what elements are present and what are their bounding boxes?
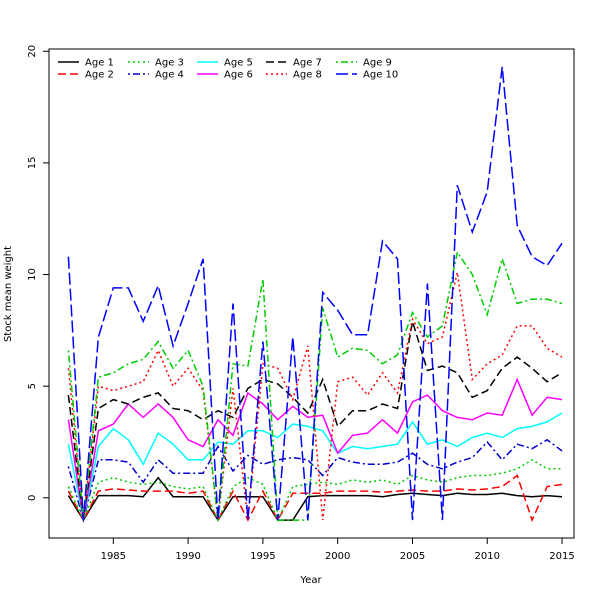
series-line-age-4 [67, 438, 563, 524]
x-tick-label: 2000 [325, 551, 350, 562]
legend-label: Age 10 [363, 70, 398, 81]
x-tick-label: 2010 [475, 551, 500, 562]
series-layer [67, 66, 563, 524]
legend-label: Age 3 [155, 58, 184, 69]
legend-label: Age 9 [363, 58, 392, 69]
series-line-age-6 [67, 377, 563, 521]
y-tick-label: 0 [27, 495, 38, 501]
legend-label: Age 7 [293, 58, 322, 69]
series-line-age-1 [67, 476, 563, 522]
legend-label: Age 5 [224, 58, 253, 69]
y-tick-label: 20 [27, 45, 38, 58]
series-line-age-2 [67, 474, 563, 523]
legend-label: Age 2 [85, 70, 114, 81]
series-line-age-8 [67, 272, 563, 521]
series-line-age-9 [67, 250, 563, 521]
x-tick-label: 2005 [400, 551, 425, 562]
series-line-age-5 [67, 412, 563, 521]
x-tick-label: 1995 [250, 551, 275, 562]
y-tick-label: 10 [27, 268, 38, 281]
series-line-age-3 [67, 458, 562, 523]
legend-label: Age 8 [293, 70, 322, 81]
x-axis: 1985 1990 1995 2000 2005 2010 2015 [101, 538, 575, 562]
x-tick-label: 1990 [175, 551, 200, 562]
y-tick-label: 15 [27, 157, 38, 170]
legend-label: Age 4 [155, 70, 184, 81]
legend-label: Age 6 [224, 70, 253, 81]
plot-frame [48, 48, 575, 539]
series-line-age-10 [67, 66, 563, 521]
y-tick-label: 5 [27, 383, 38, 389]
x-tick-label: 1985 [101, 551, 126, 562]
y-axis-label: Stock mean weight [3, 246, 14, 342]
legend-label: Age 1 [85, 58, 114, 69]
x-axis-label: Year [299, 575, 322, 586]
y-axis: 0 5 10 15 20 [27, 45, 49, 501]
x-tick-label: 2015 [549, 551, 574, 562]
